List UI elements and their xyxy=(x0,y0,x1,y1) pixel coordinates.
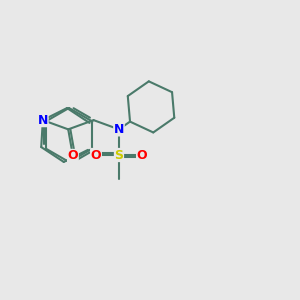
Text: O: O xyxy=(136,148,147,161)
Text: O: O xyxy=(68,149,78,162)
Text: O: O xyxy=(91,148,101,161)
Text: S: S xyxy=(115,148,124,161)
Text: N: N xyxy=(114,123,124,136)
Text: N: N xyxy=(38,114,48,127)
